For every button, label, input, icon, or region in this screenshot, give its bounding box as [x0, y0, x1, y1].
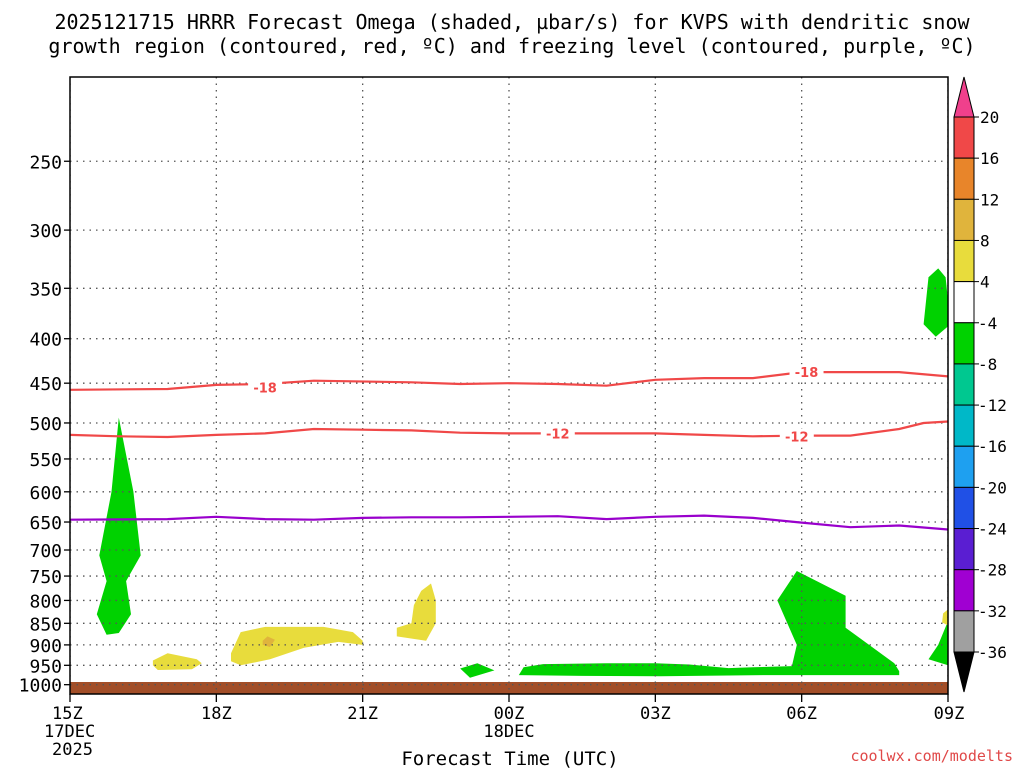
contour-freezing-level-0C — [70, 514, 948, 531]
y-tick-label-350: 350 — [29, 279, 62, 300]
y-tick-label-450: 450 — [29, 374, 62, 395]
y-tick-label-500: 500 — [29, 414, 62, 435]
x-tick-label-03Z: 03Z — [640, 704, 671, 724]
colorbar-top-triangle — [953, 76, 975, 118]
colorbar-bottom-triangle — [953, 651, 975, 693]
contour-label--18: -18 — [253, 381, 277, 396]
contour-label-bg — [248, 379, 283, 396]
colorbar: 20 16 12 8 4 -4 -8 -12 -16 -20 -24 -28 -32 -36 — [953, 76, 1007, 693]
colorbar-segment--4 — [953, 322, 975, 365]
contour--12 — [70, 420, 948, 439]
shaded-region-green-blob-08z-upper — [923, 268, 948, 337]
x-tick-label-18Z: 18Z — [201, 704, 232, 724]
y-tick-label-250: 250 — [29, 152, 62, 173]
colorbar-label--16: -16 — [978, 437, 1007, 456]
contour-label-bg — [540, 425, 575, 442]
colorbar-segment-12 — [953, 198, 975, 241]
y-tick-label-1000: 1000 — [19, 676, 62, 697]
colorbar-segment--24 — [953, 528, 975, 571]
y-tick-label-650: 650 — [29, 513, 62, 534]
x-tick-label-21Z: 21Z — [347, 704, 378, 724]
colorbar-label--28: -28 — [978, 561, 1007, 580]
colorbar-segment--20 — [953, 486, 975, 530]
colorbar-label-16: 16 — [980, 149, 999, 168]
colorbar-label--8: -8 — [978, 355, 997, 374]
shaded-region-green-blob-2350z — [460, 663, 495, 678]
y-tick-label-950: 950 — [29, 656, 62, 677]
plot-area: -18 -18 -12 -12 250 300 350 400 450 500 550 600 650 7… — [19, 76, 965, 760]
contour-label--12: -12 — [785, 430, 809, 445]
colorbar-segment-16 — [953, 157, 975, 200]
x-tick-label-09Z: 09Z — [934, 704, 965, 724]
colorbar-label--36: -36 — [978, 643, 1007, 662]
contour-label--12: -12 — [546, 427, 570, 442]
colorbar-segment--12 — [953, 404, 975, 447]
y-tick-label-600: 600 — [29, 483, 62, 504]
x-tick-label-00Z: 00Z — [494, 704, 525, 724]
colorbar-label-12: 12 — [980, 190, 999, 209]
y-tick-label-700: 700 — [29, 541, 62, 562]
colorbar-segment--8 — [953, 363, 975, 406]
contour-label--18: -18 — [795, 366, 819, 381]
y-tick-label-900: 900 — [29, 636, 62, 657]
colorbar-label-4: 4 — [980, 273, 990, 292]
y-tick-label-300: 300 — [29, 221, 62, 242]
x-tick-year: 2025 — [52, 740, 93, 760]
shaded-region-yellow-blob-22z — [396, 583, 436, 641]
shaded-region-green-column-15z — [96, 417, 141, 635]
y-tick-label-850: 850 — [29, 614, 62, 635]
shaded-region-green-edge-09z — [928, 621, 948, 666]
y-tick-label-400: 400 — [29, 330, 62, 351]
contour-label-bg — [779, 428, 814, 445]
colorbar-label--32: -32 — [978, 602, 1007, 621]
contour-label-bg — [789, 364, 824, 381]
colorbar-label--20: -20 — [978, 478, 1007, 497]
colorbar-segment-20 — [953, 116, 975, 159]
colorbar-segment-4 — [953, 281, 975, 324]
colorbar-segment--16 — [953, 445, 975, 488]
shaded-region-yellow-blob-18z-20z — [231, 626, 363, 666]
x-axis-label: Forecast Time (UTC) — [401, 748, 618, 768]
x-tick-label-06Z: 06Z — [786, 704, 817, 724]
chart-title-line1: 2025121715 HRRR Forecast Omega (shaded, … — [54, 10, 970, 34]
shaded-region-green-lowlevel-01z-07z — [518, 571, 900, 677]
shaded-region-yellow-blob-08z — [942, 609, 948, 626]
x-tick-date-18DEC: 18DEC — [483, 722, 534, 742]
shaded-region-yellow-blob-17z — [152, 653, 202, 670]
colorbar-segment--28 — [953, 569, 975, 612]
y-tick-label-550: 550 — [29, 450, 62, 471]
colorbar-label--12: -12 — [978, 396, 1007, 415]
colorbar-label-20: 20 — [980, 108, 999, 127]
colorbar-label--24: -24 — [978, 520, 1007, 539]
y-tick-label-750: 750 — [29, 567, 62, 588]
plot-inner: -18 -18 -12 -12 — [70, 77, 948, 694]
colorbar-segment--32 — [953, 610, 975, 653]
watermark-text: coolwx.com/modelts — [850, 747, 1013, 765]
x-tick-date-17DEC: 17DEC — [44, 722, 95, 742]
chart-title-line2: growth region (contoured, red, ºC) and f… — [48, 34, 975, 58]
colorbar-segment-8 — [953, 239, 975, 283]
y-tick-label-800: 800 — [29, 591, 62, 612]
x-tick-label-15Z: 15Z — [52, 704, 83, 724]
colorbar-label-8: 8 — [980, 231, 990, 250]
colorbar-label--4: -4 — [978, 314, 997, 333]
